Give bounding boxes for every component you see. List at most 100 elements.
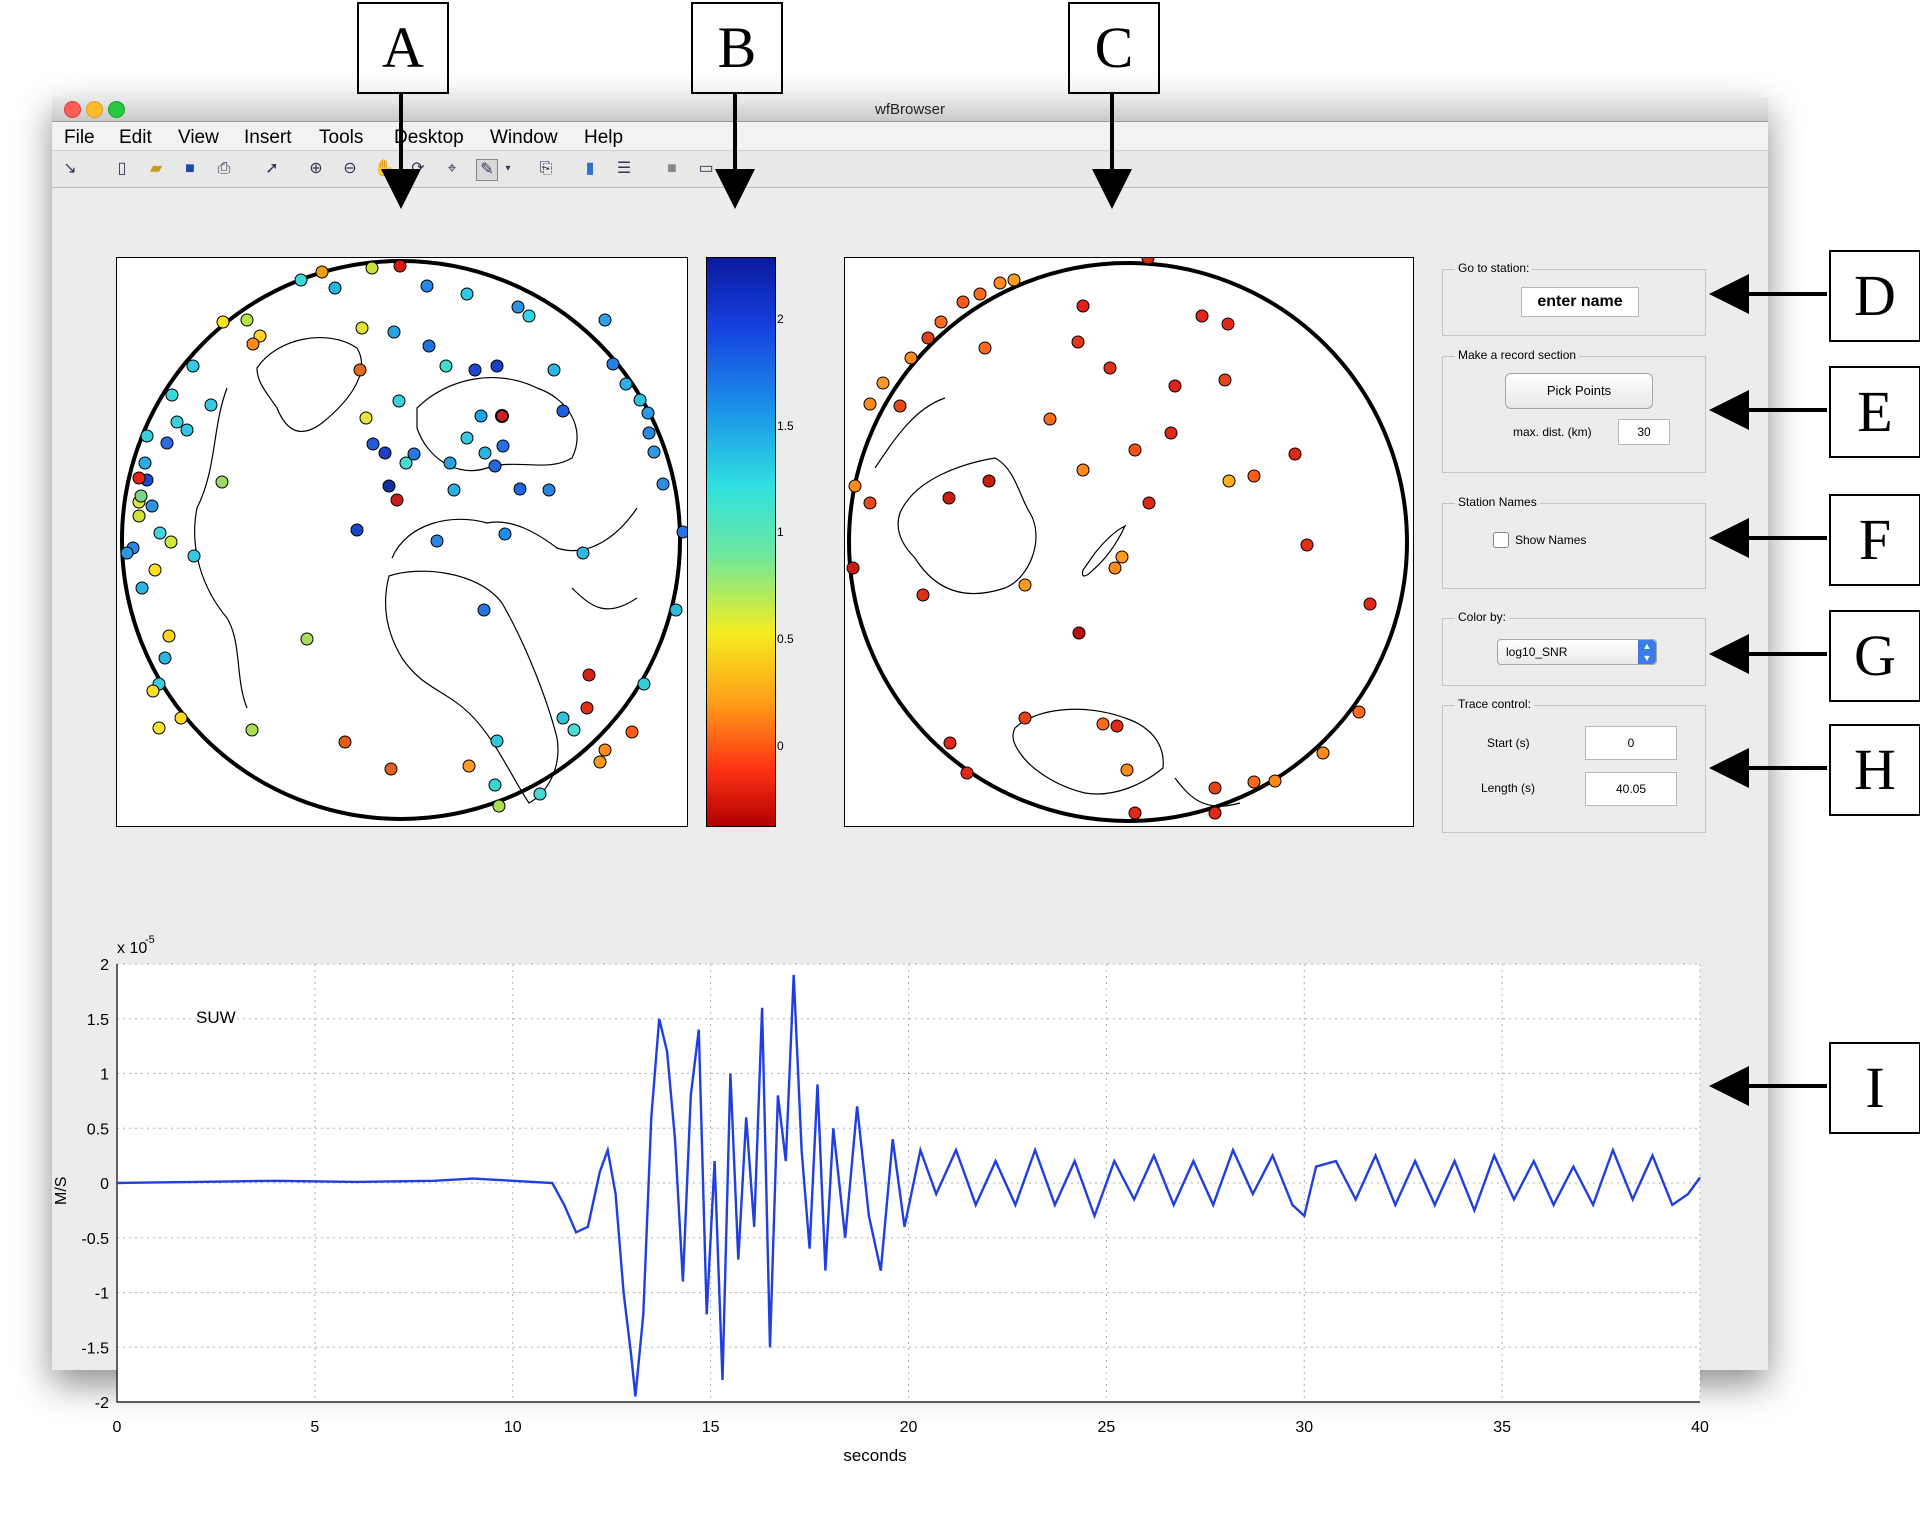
menu-desktop[interactable]: Desktop bbox=[394, 127, 464, 148]
arrow-overlay bbox=[381, 92, 1827, 1106]
menu-file[interactable]: File bbox=[64, 127, 95, 148]
record-section-panel: Make a record section Pick Points max. d… bbox=[1442, 348, 1706, 473]
trace-axes-frame bbox=[116, 964, 1700, 1403]
map-northern-hemisphere[interactable] bbox=[116, 257, 690, 827]
x-tick-label: 15 bbox=[702, 1419, 720, 1436]
trace-control-panel: Trace control: Start (s) 0 Length (s) 40… bbox=[1442, 697, 1706, 833]
callout-c: C bbox=[1068, 2, 1160, 94]
x-tick-label: 5 bbox=[310, 1419, 319, 1436]
map-southern-hemisphere[interactable] bbox=[844, 251, 1414, 827]
open-folder-icon[interactable]: ▰ bbox=[149, 160, 163, 177]
y-tick-label: 2 bbox=[100, 957, 109, 974]
goto-station-panel: Go to station: enter name bbox=[1442, 261, 1706, 336]
length-input[interactable]: 40.05 bbox=[1585, 772, 1677, 806]
show-names-label: Show Names bbox=[1515, 533, 1587, 547]
length-label: Length (s) bbox=[1481, 781, 1536, 795]
pick-points-button[interactable]: Pick Points bbox=[1505, 373, 1653, 409]
map-c-svg bbox=[846, 251, 1409, 823]
print-icon[interactable]: ⎙ bbox=[217, 160, 231, 177]
y-tick-label: 0 bbox=[100, 1176, 109, 1193]
title-bar: wfBrowser bbox=[52, 97, 1768, 122]
colorbar-icon[interactable]: ▮ bbox=[585, 160, 595, 177]
menu-window[interactable]: Window bbox=[490, 127, 558, 148]
zoom-out-icon[interactable]: ⊖ bbox=[343, 160, 357, 177]
trace-line bbox=[116, 974, 1701, 1397]
colorbar-tick-1: 1 bbox=[777, 525, 784, 539]
y-tick-label: -1 bbox=[95, 1286, 109, 1303]
x-tick-label: 20 bbox=[900, 1419, 918, 1436]
hide-plot-icon[interactable]: ■ bbox=[667, 160, 677, 177]
station-names-title: Station Names bbox=[1455, 495, 1540, 509]
menu-tools[interactable]: Tools bbox=[319, 127, 364, 148]
goto-station-title: Go to station: bbox=[1455, 261, 1533, 275]
callout-d: D bbox=[1829, 250, 1920, 342]
station-label: SUW bbox=[196, 1008, 236, 1027]
callout-i: I bbox=[1829, 1042, 1920, 1134]
zoom-window-button[interactable] bbox=[108, 101, 125, 118]
data-cursor-icon[interactable]: ⌖ bbox=[447, 160, 457, 177]
x-tick-label: 10 bbox=[504, 1419, 522, 1436]
y-tick-label: -2 bbox=[95, 1395, 109, 1412]
color-by-panel: Color by: log10_SNR ▲ ▼ bbox=[1442, 610, 1706, 686]
x-tick-label: 40 bbox=[1691, 1419, 1709, 1436]
arrow-icon[interactable]: ↘ bbox=[63, 160, 77, 177]
color-by-title: Color by: bbox=[1455, 610, 1510, 624]
start-label: Start (s) bbox=[1487, 736, 1530, 750]
x-tick-label: 30 bbox=[1295, 1419, 1313, 1436]
trace-grid bbox=[116, 963, 1701, 1403]
save-icon[interactable]: ■ bbox=[185, 160, 195, 177]
link-icon[interactable]: ⎘ bbox=[539, 160, 553, 177]
figure-toolbar: ↘ ▯ ▰ ■ ⎙ ➚ ⊕ ⊖ ✋ ⟳ ⌖ ✎ ▾ ⎘ ▮ ☰ ■ ▭ bbox=[52, 151, 1768, 188]
menu-bar: File Edit View Insert Tools Desktop Wind… bbox=[52, 122, 1768, 151]
y-tick-label: 1 bbox=[100, 1067, 109, 1084]
brush-menu-icon[interactable]: ▾ bbox=[505, 163, 511, 174]
new-file-icon[interactable]: ▯ bbox=[117, 160, 127, 177]
max-distance-label: max. dist. (km) bbox=[1513, 425, 1592, 439]
station-name-input[interactable]: enter name bbox=[1521, 287, 1639, 317]
callout-a: A bbox=[357, 2, 449, 94]
menu-insert[interactable]: Insert bbox=[244, 127, 292, 148]
start-input[interactable]: 0 bbox=[1585, 726, 1677, 760]
x-tick-label: 25 bbox=[1097, 1419, 1115, 1436]
max-distance-input[interactable]: 30 bbox=[1618, 419, 1670, 445]
minimize-window-button[interactable] bbox=[86, 101, 103, 118]
callout-f: F bbox=[1829, 494, 1920, 586]
y-exponent-power: -5 bbox=[145, 934, 155, 946]
y-tick-label: 0.5 bbox=[87, 1121, 109, 1138]
menu-help[interactable]: Help bbox=[584, 127, 624, 148]
x-tick-label: 35 bbox=[1493, 1419, 1511, 1436]
x-axis-label: seconds bbox=[843, 1446, 906, 1465]
callout-h: H bbox=[1829, 724, 1920, 816]
zoom-in-icon[interactable]: ⊕ bbox=[309, 160, 323, 177]
pointer-icon[interactable]: ➚ bbox=[265, 160, 279, 177]
map-a-svg bbox=[120, 259, 690, 821]
seismogram-plot[interactable]: 0 5 10 15 20 25 30 35 40 2 1.5 1 0.5 0 -0.5 -1 -1.5 -2 SU… bbox=[52, 837, 1768, 1537]
select-arrows-icon: ▲ ▼ bbox=[1638, 640, 1656, 664]
callout-e: E bbox=[1829, 366, 1920, 458]
show-names-checkbox[interactable] bbox=[1493, 532, 1509, 548]
colorbar-tick-0: 0 bbox=[777, 739, 784, 753]
window-title: wfBrowser bbox=[874, 101, 945, 118]
y-exponent-base: x 10 bbox=[117, 940, 147, 957]
show-plot-icon[interactable]: ▭ bbox=[698, 160, 714, 177]
colorbar-tick-2: 2 bbox=[777, 312, 784, 326]
colorbar-tick-1.5: 1.5 bbox=[777, 419, 794, 433]
close-window-button[interactable] bbox=[64, 101, 81, 118]
station-names-panel: Station Names Show Names bbox=[1442, 495, 1706, 589]
record-section-title: Make a record section bbox=[1455, 348, 1580, 362]
menu-view[interactable]: View bbox=[178, 127, 219, 148]
color-by-value: log10_SNR bbox=[1506, 645, 1568, 659]
app-window: wfBrowser File Edit View Insert Tools De… bbox=[52, 97, 1768, 1465]
brush-icon[interactable]: ✎ bbox=[476, 159, 498, 181]
colorbar: 2 1.5 1 0.5 0 bbox=[706, 257, 794, 827]
color-by-select[interactable]: log10_SNR ▲ ▼ bbox=[1497, 639, 1657, 665]
menu-edit[interactable]: Edit bbox=[119, 127, 152, 148]
y-tick-label: -1.5 bbox=[81, 1340, 109, 1357]
callout-g: G bbox=[1829, 610, 1920, 702]
y-axis-label: M/S bbox=[53, 1177, 70, 1205]
colorbar-tick-0.5: 0.5 bbox=[777, 632, 794, 646]
trace-ticks: 0 5 10 15 20 25 30 35 40 2 1.5 1 0.5 0 -0.5 -1 -1.5 -2 bbox=[81, 957, 1709, 1436]
x-tick-label: 0 bbox=[113, 1419, 122, 1436]
legend-icon[interactable]: ☰ bbox=[616, 160, 632, 177]
y-tick-label: -0.5 bbox=[81, 1231, 109, 1248]
